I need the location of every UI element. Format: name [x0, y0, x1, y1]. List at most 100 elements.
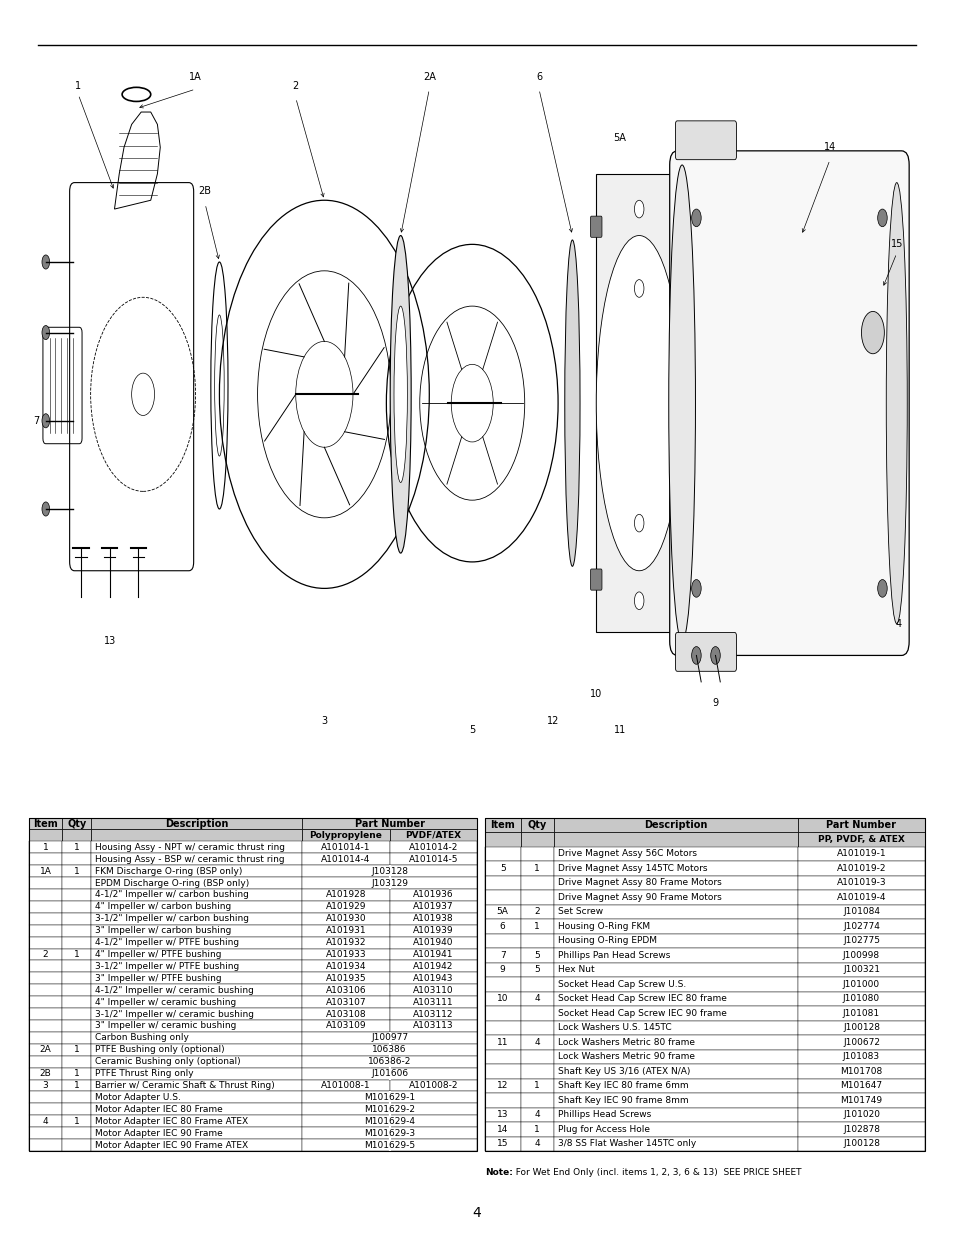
Bar: [29, 1032, 62, 1044]
Bar: [91, 818, 302, 830]
Bar: [554, 861, 797, 876]
Text: 1: 1: [534, 863, 539, 873]
Bar: [797, 1123, 924, 1136]
Bar: [389, 984, 476, 997]
Bar: [554, 1108, 797, 1123]
Bar: [29, 913, 62, 925]
Text: Lock Washers U.S. 145TC: Lock Washers U.S. 145TC: [558, 1024, 671, 1032]
Text: 9: 9: [499, 966, 505, 974]
Text: Lock Washers Metric 80 frame: Lock Washers Metric 80 frame: [558, 1037, 695, 1047]
Text: J101606: J101606: [371, 1070, 408, 1078]
Text: A103106: A103106: [325, 986, 366, 994]
Bar: [520, 1093, 554, 1108]
Bar: [62, 984, 91, 997]
Text: A101014-1: A101014-1: [321, 842, 370, 852]
Ellipse shape: [596, 236, 681, 571]
Bar: [302, 1079, 389, 1092]
Bar: [29, 1008, 62, 1020]
Bar: [484, 1050, 520, 1065]
Text: Hex Nut: Hex Nut: [558, 966, 595, 974]
Bar: [484, 1065, 520, 1078]
Bar: [554, 904, 797, 919]
Text: 1: 1: [534, 921, 539, 931]
Bar: [797, 948, 924, 962]
Bar: [62, 1115, 91, 1128]
Bar: [29, 948, 62, 961]
Bar: [29, 1092, 62, 1103]
Text: 4-1/2" Impeller w/ PTFE bushing: 4-1/2" Impeller w/ PTFE bushing: [95, 939, 239, 947]
Bar: [520, 948, 554, 962]
Bar: [29, 841, 62, 853]
Bar: [29, 1079, 62, 1092]
Text: J101000: J101000: [842, 979, 879, 989]
FancyBboxPatch shape: [669, 151, 908, 656]
Bar: [484, 818, 520, 832]
Bar: [797, 1093, 924, 1108]
Bar: [91, 936, 302, 948]
Text: Phillips Pan Head Screws: Phillips Pan Head Screws: [558, 951, 670, 960]
Text: Socket Head Cap Screw U.S.: Socket Head Cap Screw U.S.: [558, 979, 686, 989]
Text: Description: Description: [643, 820, 706, 830]
Bar: [389, 841, 476, 853]
Bar: [91, 961, 302, 972]
Circle shape: [42, 254, 50, 269]
Circle shape: [42, 501, 50, 516]
Bar: [484, 876, 520, 890]
Bar: [797, 1136, 924, 1151]
Bar: [302, 1020, 389, 1032]
Bar: [62, 830, 91, 841]
Text: For Wet End Only (incl. items 1, 2, 3, 6 & 13)  SEE PRICE SHEET: For Wet End Only (incl. items 1, 2, 3, 6…: [510, 1168, 801, 1177]
Bar: [554, 876, 797, 890]
Bar: [29, 961, 62, 972]
Bar: [484, 934, 520, 948]
Text: J101084: J101084: [842, 908, 879, 916]
Text: 12: 12: [547, 716, 558, 726]
Text: J100321: J100321: [842, 966, 879, 974]
Text: 2: 2: [43, 950, 49, 960]
Bar: [29, 1056, 62, 1067]
Circle shape: [634, 200, 643, 217]
Bar: [554, 1136, 797, 1151]
Text: M101749: M101749: [840, 1095, 882, 1105]
Bar: [62, 1092, 91, 1103]
Text: A101014-2: A101014-2: [408, 842, 457, 852]
Text: M101647: M101647: [840, 1082, 882, 1091]
Text: A101014-4: A101014-4: [321, 855, 370, 863]
Bar: [554, 962, 797, 977]
Bar: [554, 818, 797, 832]
Bar: [302, 877, 389, 889]
Ellipse shape: [390, 236, 411, 553]
Bar: [91, 1103, 302, 1115]
Text: A101932: A101932: [325, 939, 366, 947]
Bar: [554, 846, 797, 861]
Bar: [389, 972, 476, 984]
Bar: [520, 1065, 554, 1078]
Bar: [302, 866, 389, 877]
Text: 1: 1: [43, 842, 49, 852]
Bar: [91, 1079, 302, 1092]
Text: A101938: A101938: [413, 914, 453, 924]
Bar: [520, 876, 554, 890]
Text: Item: Item: [33, 819, 58, 829]
Bar: [484, 1020, 520, 1035]
Text: 4: 4: [43, 1116, 49, 1126]
Bar: [91, 1115, 302, 1128]
Bar: [29, 1044, 62, 1056]
Text: J100672: J100672: [842, 1037, 879, 1047]
Bar: [484, 832, 520, 846]
Text: 3-1/2" Impeller w/ carbon bushing: 3-1/2" Impeller w/ carbon bushing: [95, 914, 249, 924]
Bar: [520, 1020, 554, 1035]
Bar: [29, 1067, 62, 1079]
Text: J103128: J103128: [371, 867, 408, 876]
Text: 5A: 5A: [497, 908, 508, 916]
Text: 10: 10: [590, 689, 601, 699]
Bar: [520, 890, 554, 904]
Text: Motor Adapter IEC 80 Frame: Motor Adapter IEC 80 Frame: [95, 1105, 222, 1114]
Text: 4: 4: [534, 1110, 539, 1119]
Text: 3-1/2" Impeller w/ PTFE bushing: 3-1/2" Impeller w/ PTFE bushing: [95, 962, 239, 971]
Bar: [29, 1020, 62, 1032]
Bar: [302, 830, 389, 841]
Bar: [302, 1032, 389, 1044]
Bar: [484, 1007, 520, 1020]
Text: 2A: 2A: [422, 72, 436, 82]
